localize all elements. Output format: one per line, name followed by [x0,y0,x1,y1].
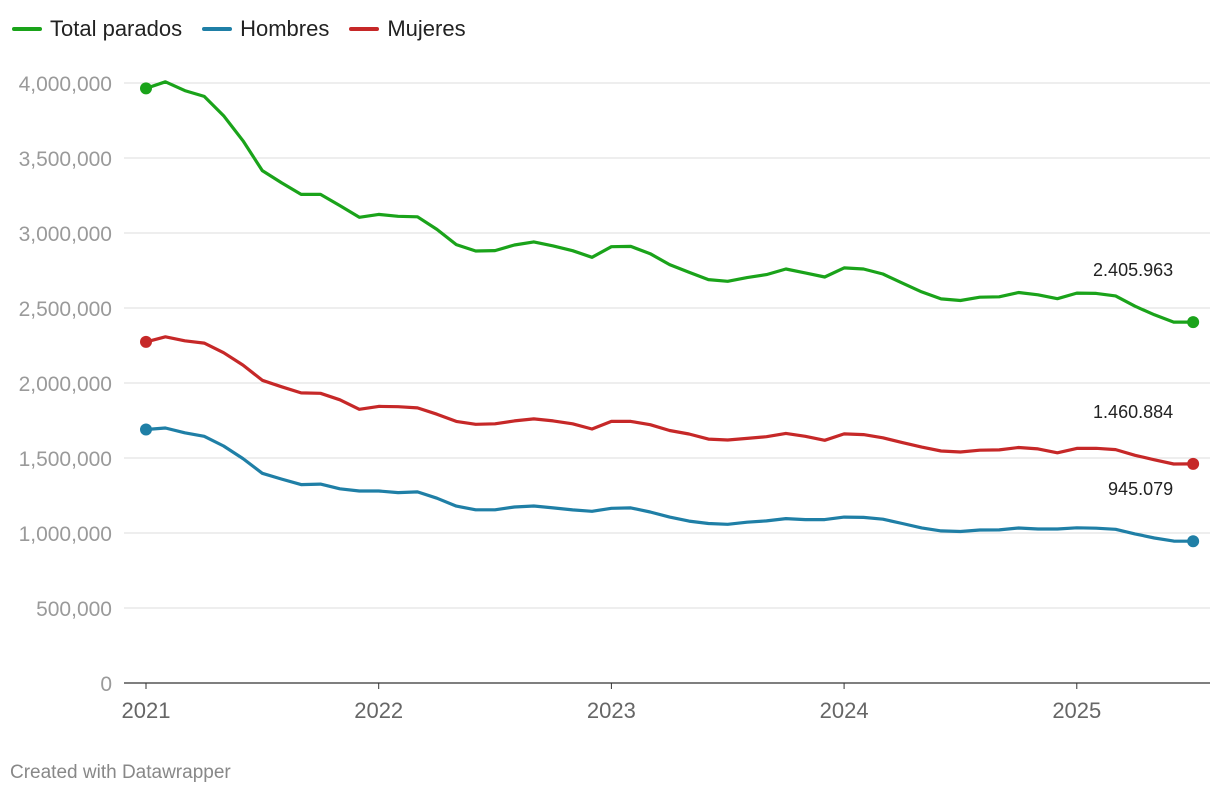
x-tick-label: 2023 [587,698,636,723]
series-line-total-parados [144,80,1195,324]
end-value-label: 2.405.963 [1093,260,1173,280]
legend-item: Total parados [12,16,182,42]
x-tick-label: 2024 [820,698,869,723]
legend-label: Hombres [240,16,330,41]
y-tick-label: 2,500,000 [19,298,112,321]
end-value-label: 1.460.884 [1093,402,1173,422]
legend-swatch [12,27,42,31]
x-tick-label: 2022 [354,698,403,723]
footer-credit: Created with Datawrapper [10,762,231,783]
y-tick-label: 1,000,000 [19,523,112,546]
end-point-marker [1187,535,1200,548]
legend-swatch [349,27,380,31]
y-tick-label: 0 [100,673,112,696]
x-tick-label: 2025 [1052,698,1101,723]
start-point-marker [140,82,152,95]
y-tick-label: 4,000,000 [19,73,112,96]
y-tick-label: 3,500,000 [19,148,112,171]
y-tick-label: 2,000,000 [19,373,112,396]
start-point-marker [140,335,152,348]
series-line-hombres [144,426,1195,543]
legend-label: Mujeres [387,16,466,41]
y-tick-label: 1,500,000 [19,448,112,471]
x-tick-label: 2021 [122,698,171,723]
series-line-mujeres [144,335,1195,466]
legend-label: Total parados [50,16,183,41]
start-point-marker [140,423,152,436]
legend-swatch [202,27,233,31]
y-tick-label: 3,000,000 [19,223,112,246]
y-tick-label: 500,000 [36,598,112,621]
legend-item: Mujeres [349,16,466,42]
legend-item: Hombres [202,16,329,42]
end-point-marker [1187,457,1200,470]
legend: Total parados Hombres Mujeres [12,16,466,42]
end-point-marker [1187,316,1200,329]
end-value-label: 945.079 [1108,479,1173,499]
